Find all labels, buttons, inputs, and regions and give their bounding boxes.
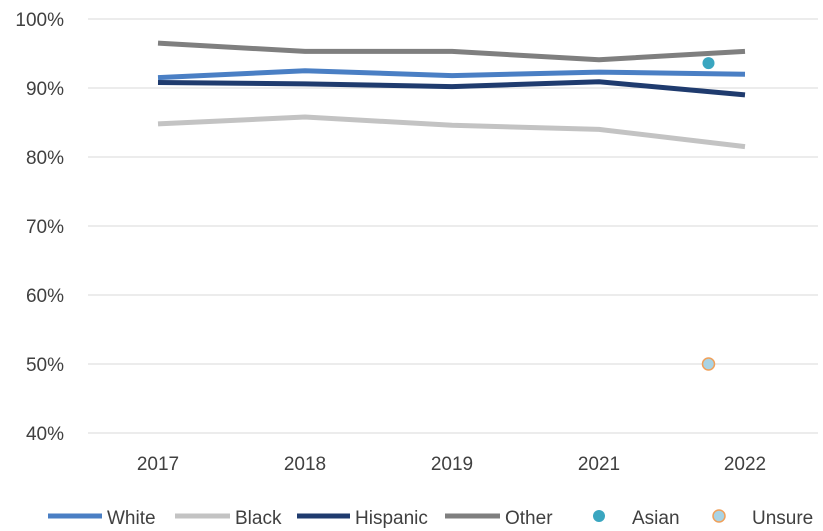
series-line-white	[157, 68, 746, 81]
x-tick-label: 2019	[431, 454, 473, 475]
legend-swatch-unsure	[712, 509, 726, 523]
x-tick-label: 2022	[724, 454, 766, 475]
y-tick-label: 70%	[26, 217, 64, 238]
legend-label-white: White	[107, 508, 156, 529]
legend-label-asian: Asian	[632, 508, 680, 529]
y-tick-label: 90%	[26, 79, 64, 100]
series-point-unsure	[701, 357, 716, 371]
x-tick-label: 2021	[578, 454, 620, 475]
y-tick-label: 80%	[26, 148, 64, 169]
legend-label-black: Black	[235, 508, 282, 529]
y-tick-label: 50%	[26, 355, 64, 376]
y-tick-label: 40%	[26, 424, 64, 445]
y-axis-tick-labels: 40% 50% 60% 70% 80% 90% 100%	[15, 10, 64, 445]
legend: White Black Hispanic Other Asian Unsure	[48, 508, 813, 529]
y-tick-label: 100%	[15, 10, 64, 31]
x-axis-tick-labels: 2017 2018 2019 2021 2022	[137, 454, 766, 475]
legend-label-unsure: Unsure	[752, 508, 813, 529]
series-line-black	[157, 114, 746, 150]
legend-label-hispanic: Hispanic	[355, 508, 428, 529]
y-tick-label: 60%	[26, 286, 64, 307]
x-tick-label: 2018	[284, 454, 326, 475]
series-line-other	[157, 40, 746, 63]
series-point-asian	[702, 57, 715, 70]
legend-swatch-asian	[593, 510, 605, 522]
x-tick-label: 2017	[137, 454, 179, 475]
legend-label-other: Other	[505, 508, 553, 529]
series-layer	[157, 40, 746, 371]
series-line-hispanic	[157, 79, 746, 98]
